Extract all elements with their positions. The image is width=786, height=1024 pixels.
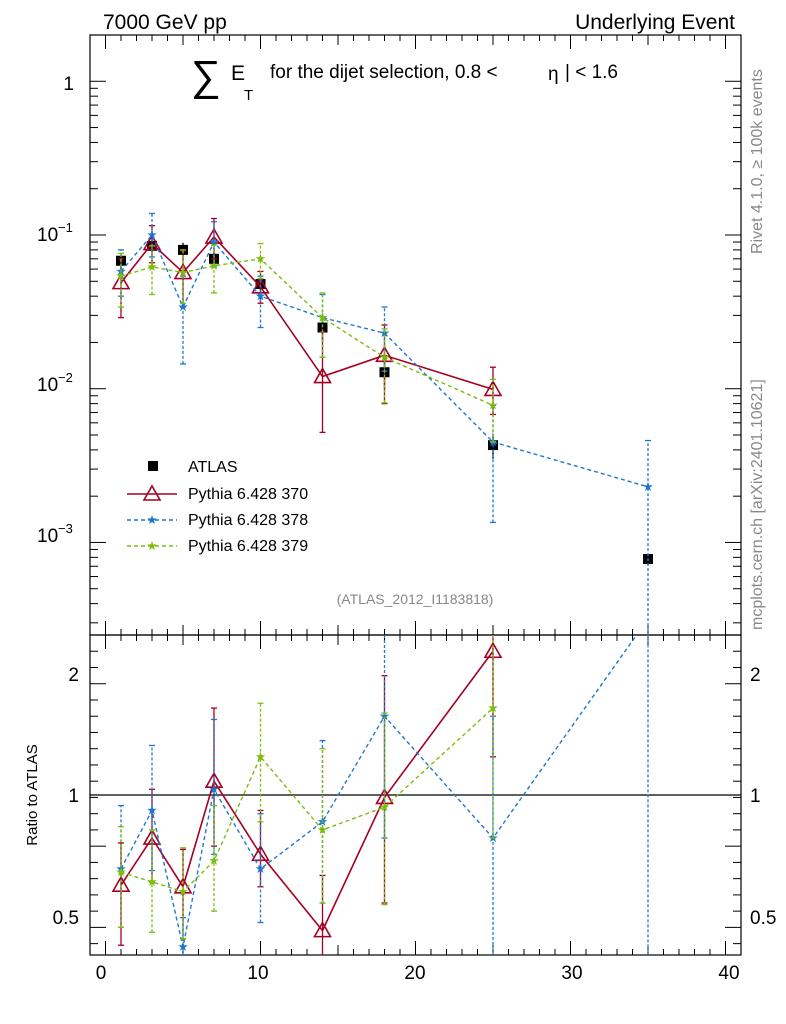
main-series-layer — [111, 212, 653, 635]
legend-marker-379 — [147, 541, 157, 551]
main-axis-ticks — [90, 34, 741, 635]
ratio-pythia-6-428-370-point — [313, 921, 332, 938]
rivet-label: Rivet 4.1.0, ≥ 100k events — [749, 69, 766, 254]
title-end: | < 1.6 — [565, 62, 618, 83]
legend-label-378: Pythia 6.428 378 — [188, 512, 308, 529]
ytick-label-1: 1 — [63, 74, 74, 95]
svg-text:−2: −2 — [58, 370, 73, 385]
process-label: Underlying Event — [575, 11, 735, 34]
legend: ATLAS Pythia 6.428 370 Pythia 6.428 378 … — [127, 459, 308, 555]
main-ytick-labels: 1 10 −1 10 −2 10 −3 — [37, 74, 74, 547]
ratio-pythia-6-428-379-series — [116, 635, 498, 940]
svg-text:10: 10 — [37, 225, 58, 246]
ratio-pythia-6-428-379-line — [120, 707, 494, 893]
ytick-label-0.001: 10 −3 — [37, 521, 73, 547]
legend-marker-atlas — [148, 461, 158, 471]
xtick-label-20: 20 — [404, 963, 425, 984]
ratio-axis-ticks — [90, 634, 741, 955]
svg-text:10: 10 — [37, 526, 58, 547]
legend-label-379: Pythia 6.428 379 — [188, 538, 308, 555]
t-subscript: T — [244, 87, 253, 104]
ytick-label-0.1: 10 −1 — [37, 220, 73, 246]
legend-entry-atlas: ATLAS — [148, 459, 238, 476]
title-text: for the dijet selection, 0.8 < — [270, 62, 498, 83]
legend-label-atlas: ATLAS — [188, 459, 238, 476]
legend-entry-379: Pythia 6.428 379 — [127, 538, 308, 555]
e-symbol: E — [231, 62, 245, 85]
ratio-pythia-6-428-370-line — [120, 650, 494, 933]
legend-entry-378: Pythia 6.428 378 — [127, 512, 308, 529]
plot-title: ∑ E T for the dijet selection, 0.8 < η |… — [191, 52, 618, 104]
xtick-label-30: 30 — [561, 963, 582, 984]
eta-symbol: η — [548, 64, 559, 85]
ratio-pythia-6-428-370-series — [111, 635, 503, 955]
ytick-label-0.01: 10 −2 — [37, 370, 73, 396]
ratio-ylabel: Ratio to ATLAS — [24, 744, 41, 845]
xtick-label-10: 10 — [247, 963, 268, 984]
mcplots-label: mcplots.cern.ch [arXiv:2401.10621] — [749, 379, 766, 630]
legend-entry-370: Pythia 6.428 370 — [127, 484, 308, 503]
svg-text:−1: −1 — [58, 220, 73, 235]
ratio-ytick-left-2: 2 — [68, 665, 79, 686]
ratio-ytick-right-0.5: 0.5 — [750, 908, 776, 929]
main-pythia-6-428-379-point — [147, 261, 157, 271]
main-pythia-6-428-370-series — [111, 217, 503, 434]
xtick-label-40: 40 — [718, 963, 739, 984]
main-pythia-6-428-370-point — [313, 366, 332, 384]
main-pythia-6-428-370-line — [120, 235, 494, 391]
analysis-tag: (ATLAS_2012_I1183818) — [337, 591, 494, 607]
legend-marker-370 — [142, 484, 162, 501]
main-pythia-6-428-379-series — [116, 242, 498, 443]
main-atlas-point — [317, 322, 328, 333]
xtick-label-0: 0 — [96, 963, 107, 984]
main-pythia-6-428-378-series — [116, 212, 653, 635]
ratio-ytick-left-0.5: 0.5 — [53, 908, 79, 929]
ratio-ytick-left-1: 1 — [68, 786, 79, 807]
ratio-ytick-labels: 0.5 1 2 0.5 1 2 — [53, 665, 777, 929]
legend-label-370: Pythia 6.428 370 — [188, 486, 308, 503]
ratio-ytick-right-1: 1 — [750, 786, 761, 807]
ratio-series-layer — [111, 635, 649, 955]
ratio-ytick-right-2: 2 — [750, 665, 761, 686]
sum-symbol: ∑ — [191, 52, 221, 99]
energy-label: 7000 GeV pp — [103, 11, 227, 34]
svg-text:10: 10 — [37, 375, 58, 396]
main-pythia-6-428-379-line — [120, 258, 494, 406]
xtick-labels: 0 10 20 30 40 — [96, 963, 740, 984]
svg-text:−3: −3 — [58, 521, 73, 536]
legend-marker-378 — [147, 515, 157, 525]
